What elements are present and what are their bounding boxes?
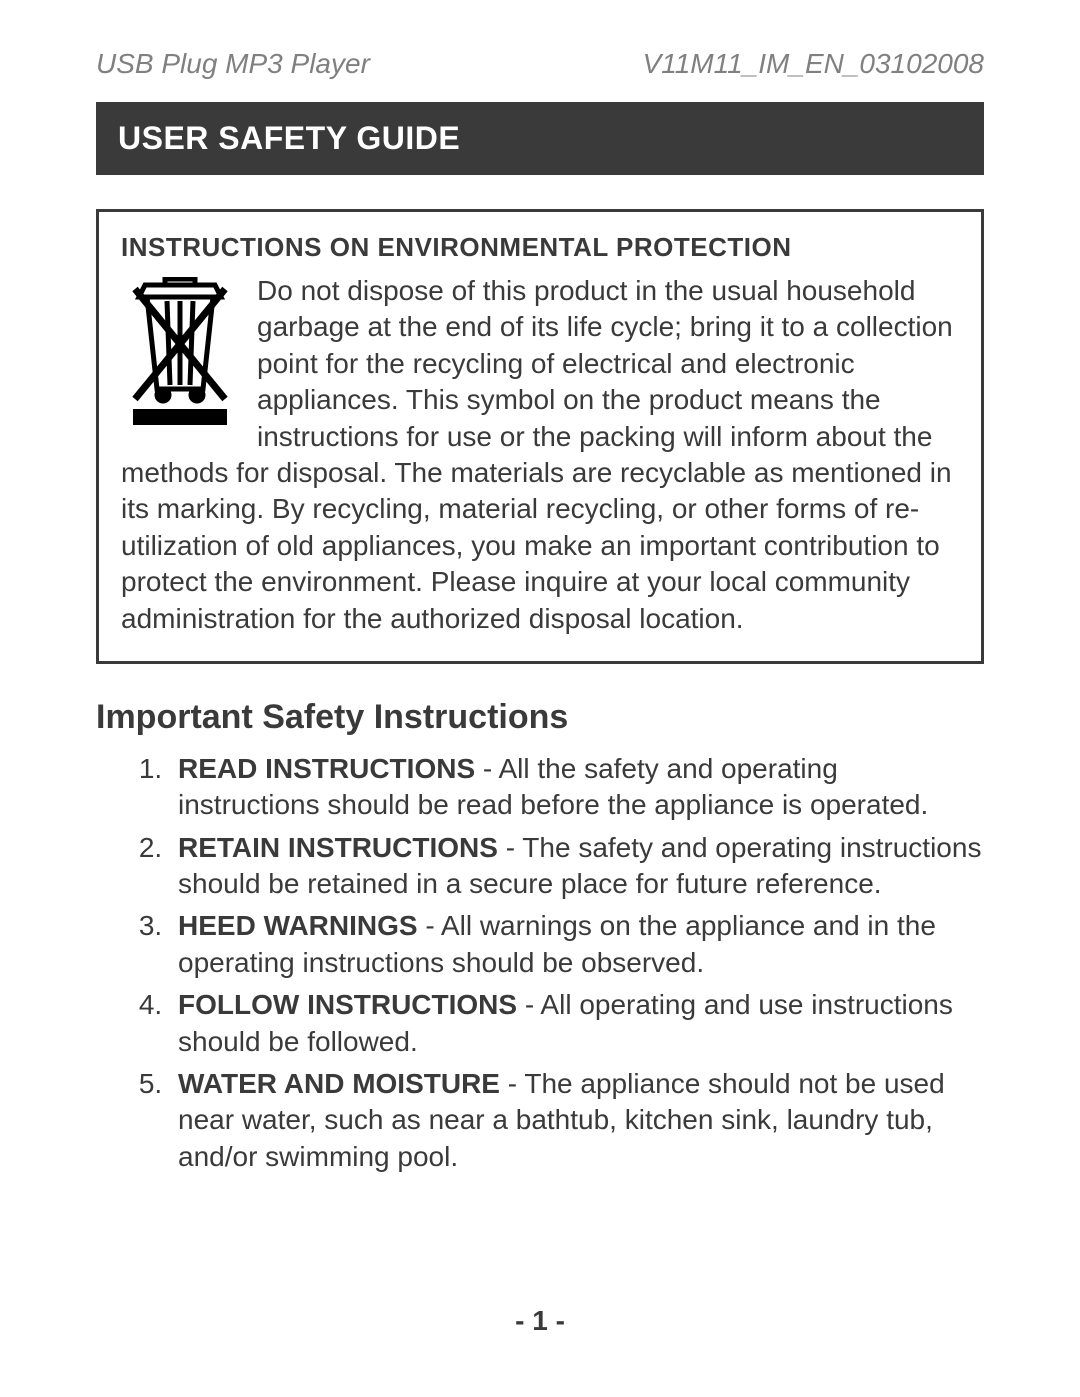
instructions-list: READ INSTRUCTIONS - All the safety and o…: [96, 751, 984, 1175]
list-item: READ INSTRUCTIONS - All the safety and o…: [170, 751, 984, 824]
list-item: HEED WARNINGS - All warnings on the appl…: [170, 908, 984, 981]
instruction-label: FOLLOW INSTRUCTIONS: [178, 989, 517, 1020]
list-item: FOLLOW INSTRUCTIONS - All operating and …: [170, 987, 984, 1060]
instruction-label: RETAIN INSTRUCTIONS: [178, 832, 498, 863]
document-header: USB Plug MP3 Player V11M11_IM_EN_0310200…: [96, 48, 984, 80]
instruction-label: HEED WARNINGS: [178, 910, 418, 941]
document-page: USB Plug MP3 Player V11M11_IM_EN_0310200…: [0, 0, 1080, 1175]
env-body-text: Do not dispose of this product in the us…: [121, 275, 953, 634]
environmental-protection-box: INSTRUCTIONS ON ENVIRONMENTAL PROTECTION: [96, 209, 984, 664]
env-body: Do not dispose of this product in the us…: [121, 273, 959, 637]
instruction-label: READ INSTRUCTIONS: [178, 753, 475, 784]
header-right: V11M11_IM_EN_03102008: [643, 48, 984, 80]
page-number: - 1 -: [0, 1305, 1080, 1337]
weee-crossed-bin-icon: [121, 277, 239, 427]
title-bar: USER SAFETY GUIDE: [96, 102, 984, 175]
instructions-heading: Important Safety Instructions: [96, 698, 984, 737]
list-item: RETAIN INSTRUCTIONS - The safety and ope…: [170, 830, 984, 903]
env-heading: INSTRUCTIONS ON ENVIRONMENTAL PROTECTION: [121, 232, 959, 263]
instruction-label: WATER AND MOISTURE: [178, 1068, 500, 1099]
header-left: USB Plug MP3 Player: [96, 48, 370, 80]
list-item: WATER AND MOISTURE - The appliance shoul…: [170, 1066, 984, 1175]
